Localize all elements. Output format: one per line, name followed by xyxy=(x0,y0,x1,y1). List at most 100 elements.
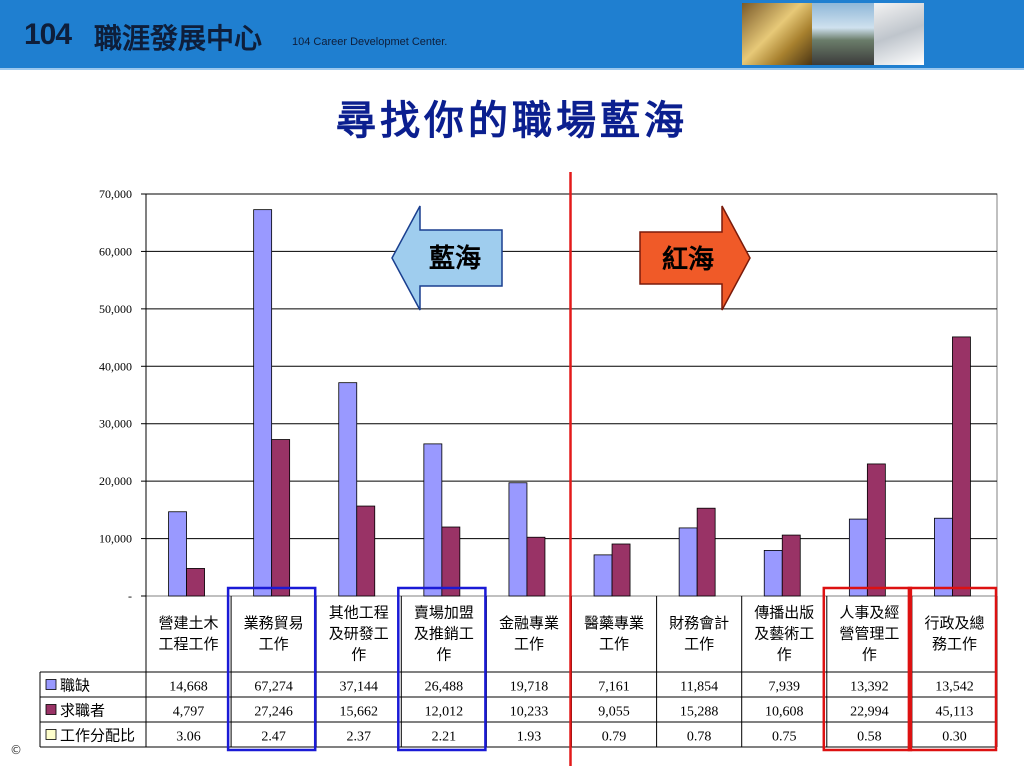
blue-ocean-label: 藍海 xyxy=(429,244,481,274)
category-label: 工程工作 xyxy=(159,635,219,653)
table-cell: 10,233 xyxy=(510,705,549,720)
row-name: 求職者 xyxy=(60,702,105,720)
y-tick-label: 10,000 xyxy=(99,532,132,546)
table-cell: 13,392 xyxy=(850,680,889,695)
category-label: 務工作 xyxy=(932,635,977,653)
bar-jobs xyxy=(763,550,783,597)
y-tick-label: 30,000 xyxy=(99,417,132,431)
table-cell: 2.37 xyxy=(347,730,372,745)
category-label: 工作 xyxy=(259,635,289,653)
red-highlight-box xyxy=(822,586,913,752)
category-label: 作 xyxy=(436,646,451,664)
bar-seekers xyxy=(271,439,291,597)
bar-seekers xyxy=(526,536,546,597)
y-tick-label: - xyxy=(128,589,132,603)
y-tick-label: 50,000 xyxy=(99,302,132,316)
category-label: 工作 xyxy=(514,635,544,653)
bar-jobs xyxy=(338,382,358,597)
table-cell: 7,161 xyxy=(598,680,630,695)
category-label: 傳播出版 xyxy=(754,604,814,622)
bar-jobs xyxy=(593,554,613,597)
red-ocean-arrow: 紅海 xyxy=(639,205,751,311)
logo-english: 104 Career Developmet Center. xyxy=(292,36,448,48)
bar-jobs xyxy=(934,517,953,597)
table-cell: 0.78 xyxy=(687,730,712,745)
category-label: 醫藥專業 xyxy=(584,614,644,632)
y-tick-label: 70,000 xyxy=(99,187,132,201)
bar-jobs xyxy=(168,511,187,597)
row-name: 職缺 xyxy=(60,677,90,695)
table-cell: 0.75 xyxy=(772,730,797,745)
table-cell: 1.93 xyxy=(517,730,542,745)
road-photo xyxy=(812,3,874,65)
category-label: 作 xyxy=(777,646,792,664)
bar-jobs xyxy=(848,518,868,597)
category-label: 及研發工 xyxy=(329,625,389,643)
bar-jobs xyxy=(508,482,528,597)
table-cell: 15,288 xyxy=(680,705,719,720)
table-cell: 37,144 xyxy=(340,680,379,695)
category-label: 金融專業 xyxy=(499,614,559,632)
y-tick-label: 40,000 xyxy=(99,359,132,373)
category-label: 工作 xyxy=(684,635,714,653)
category-label: 作 xyxy=(862,646,877,664)
table-cell: 26,488 xyxy=(425,680,464,695)
bar-jobs xyxy=(678,527,698,597)
category-label: 作 xyxy=(351,646,366,664)
table-cell: 0.58 xyxy=(857,730,882,745)
header-banner: 104 職涯發展中心 104 Career Developmet Center. xyxy=(0,0,1024,70)
blue-highlight-box xyxy=(226,586,317,752)
category-label: 及藝術工 xyxy=(754,625,814,643)
table-cell: 14,668 xyxy=(169,680,208,695)
table-cell: 7,939 xyxy=(769,680,801,695)
bar-seekers xyxy=(781,534,801,597)
table-cell: 19,718 xyxy=(510,680,549,695)
slide-title: 尋找你的職場藍海 xyxy=(336,97,688,144)
table-cell: 4,797 xyxy=(173,705,205,720)
category-label: 其他工程 xyxy=(329,604,389,622)
blue-highlight-box xyxy=(397,586,487,752)
table-cell: 3.06 xyxy=(176,730,201,745)
y-tick-label: 20,000 xyxy=(99,474,132,488)
category-label: 及推銷工 xyxy=(414,625,474,643)
table-cell: 27,246 xyxy=(254,705,293,720)
book-photo xyxy=(874,3,924,65)
category-label: 人事及經 xyxy=(839,604,899,622)
table-cell: 15,662 xyxy=(340,705,379,720)
table-cell: 11,854 xyxy=(680,680,718,695)
category-label: 業務貿易 xyxy=(244,614,304,632)
logo-number: 104 xyxy=(24,18,72,51)
bar-seekers xyxy=(611,543,631,597)
table-cell: 2.47 xyxy=(261,730,286,745)
table-cell: 67,274 xyxy=(254,680,293,695)
blue-ocean-arrow: 藍海 xyxy=(391,205,503,311)
table-cell: 10,608 xyxy=(765,705,804,720)
category-label: 行政及總 xyxy=(924,614,984,632)
category-label: 營建土木 xyxy=(159,614,219,632)
axes: 70,000 60,000 50,000 40,000 30,000 20,000 10,0… xyxy=(99,187,147,603)
category-label: 工作 xyxy=(599,635,629,653)
category-label: 營管理工 xyxy=(839,625,899,643)
table-cell: 45,113 xyxy=(935,705,973,720)
legend-key xyxy=(45,729,57,740)
bar-seekers xyxy=(866,463,886,597)
red-highlight-box xyxy=(907,586,998,752)
category-label: 財務會計 xyxy=(669,614,729,632)
bar-seekers xyxy=(952,336,971,597)
bar-jobs xyxy=(253,209,273,597)
bar-jobs xyxy=(423,443,443,597)
bar-seekers xyxy=(186,568,205,597)
bars xyxy=(168,209,971,597)
compass-photo xyxy=(742,3,812,65)
category-label: 賣場加盟 xyxy=(414,604,474,622)
table-cell: 0.30 xyxy=(942,730,967,745)
table-cell: 0.79 xyxy=(602,730,627,745)
bar-seekers xyxy=(441,526,461,597)
row-name: 工作分配比 xyxy=(60,727,135,745)
table-cell: 13,542 xyxy=(935,680,974,695)
bar-seekers xyxy=(356,505,376,597)
table-cell: 2.21 xyxy=(432,730,457,745)
logo-name: 職涯發展中心 xyxy=(94,22,263,55)
